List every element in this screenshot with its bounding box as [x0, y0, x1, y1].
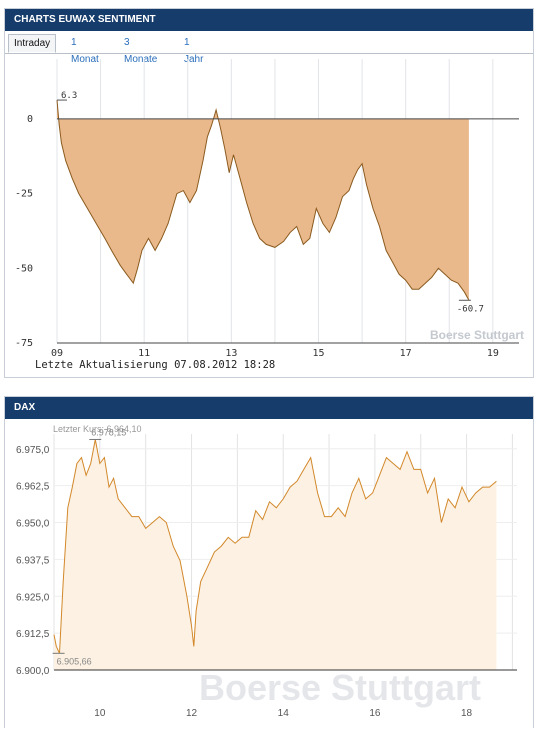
- last-update-text: Letzte Aktualisierung 07.08.2012 18:28: [35, 359, 276, 371]
- tab-1-monat[interactable]: 1 Monat: [71, 37, 99, 65]
- sentiment-x-tick-label: 19: [487, 348, 499, 359]
- sentiment-area: [57, 100, 469, 301]
- dax-y-tick-label: 6.925,0: [16, 592, 50, 603]
- dax-x-tick-label: 14: [278, 708, 290, 719]
- sentiment-panel: CHARTS EUWAX SENTIMENT Intraday 1 Monat …: [4, 8, 534, 378]
- dax-y-tick-label: 6.975,0: [16, 445, 50, 456]
- sentiment-start-value-label: 6.3: [61, 91, 77, 101]
- dax-y-tick-label: 6.900,0: [16, 666, 50, 677]
- dax-x-tick-label: 12: [186, 708, 198, 719]
- sentiment-y-tick-label: -50: [15, 263, 33, 274]
- dax-watermark: Boerse Stuttgart: [199, 667, 481, 708]
- dax-y-tick-label: 6.950,0: [16, 519, 50, 530]
- sentiment-chart: 0 -25 -50 -75 09 11 13 15 17 19 6.3 -60.7 Boerse St…: [15, 59, 524, 359]
- sentiment-x-tick-label: 09: [51, 348, 63, 359]
- dax-low-label: 6.905,66: [57, 656, 92, 666]
- dax-x-tick-label: 10: [94, 708, 106, 719]
- dax-x-tick-label: 18: [461, 708, 473, 719]
- sentiment-y-tick-label: -25: [15, 189, 33, 200]
- dax-line: [53, 439, 497, 654]
- tab-divider: [5, 53, 533, 54]
- dax-y-tick-label: 6.962,5: [16, 482, 50, 493]
- sentiment-x-tick-label: 17: [400, 348, 412, 359]
- last-price-label: Letzter Kurs: 6.964,10: [53, 424, 142, 434]
- dax-y-tick-label: 6.912,5: [16, 629, 50, 640]
- dax-high-label: 6.978,15: [91, 427, 126, 437]
- sentiment-panel-title: CHARTS EUWAX SENTIMENT: [5, 9, 533, 31]
- tab-intraday[interactable]: Intraday: [8, 34, 57, 53]
- sentiment-x-tick-label: 15: [312, 348, 324, 359]
- dax-panel: DAX Boerse Stuttgart 6.975,0 6.962,5 6.950…: [4, 396, 534, 728]
- tab-1-jahr[interactable]: 1 Jahr: [184, 37, 204, 65]
- sentiment-end-value-label: -60.7: [457, 304, 484, 314]
- sentiment-x-tick-label: 13: [225, 348, 237, 359]
- dax-x-tick-label: 16: [369, 708, 381, 719]
- tab-3-monate[interactable]: 3 Monate: [124, 37, 158, 65]
- dax-chart: Boerse Stuttgart 6.975,0 6.962,5 6.950,0 6.…: [16, 424, 517, 719]
- sentiment-x-tick-label: 11: [138, 348, 150, 359]
- dax-panel-title: DAX: [5, 397, 533, 419]
- sentiment-y-tick-label: -75: [15, 338, 33, 349]
- sentiment-line: [56, 100, 470, 301]
- dax-area: [54, 439, 497, 670]
- dax-y-tick-label: 6.937,5: [16, 555, 50, 566]
- sentiment-watermark: Boerse Stuttgart: [430, 328, 524, 342]
- sentiment-y-tick-label: 0: [27, 114, 33, 125]
